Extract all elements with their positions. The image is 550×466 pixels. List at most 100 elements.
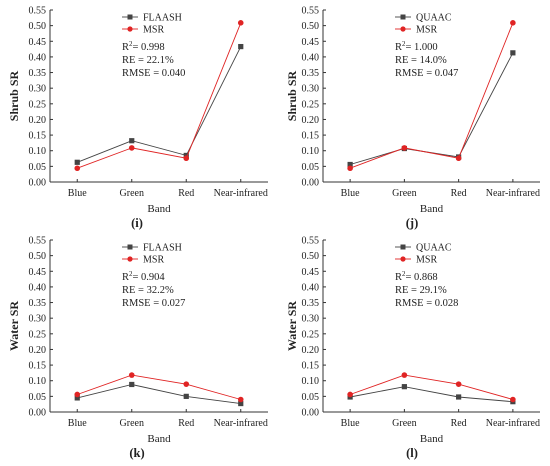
legend-label: MSR — [143, 255, 164, 266]
data-point-msr — [455, 155, 462, 162]
legend-marker — [127, 256, 133, 262]
x-tick-label: Green — [120, 418, 144, 429]
y-tick-label: 0.55 — [302, 6, 320, 17]
x-axis-label: Band — [420, 433, 444, 445]
data-point-flaash — [74, 159, 80, 165]
y-tick-label: 0.05 — [302, 392, 320, 403]
rmse-stat: RMSE = 0.047 — [395, 68, 458, 79]
chart-panel: 0.00 0.05 0.10 0.15 0.20 0.25 0.30 0.35 0.40 0.45… — [7, 236, 268, 460]
y-tick-label: 0.00 — [302, 408, 320, 419]
legend-marker — [400, 14, 406, 20]
y-tick-label: 0.50 — [302, 21, 320, 32]
data-point-msr — [401, 372, 408, 378]
x-tick-label: Red — [178, 188, 194, 199]
y-tick-label: 0.10 — [302, 376, 320, 387]
data-point-msr — [347, 391, 353, 398]
panel-label: (k) — [129, 446, 144, 460]
y-tick-label: 0.25 — [302, 99, 320, 110]
legend-label: MSR — [143, 25, 164, 36]
rmse-stat: RMSE = 0.027 — [122, 298, 185, 309]
y-tick-label: 0.35 — [29, 68, 47, 79]
series-line-flaash — [77, 46, 242, 163]
x-tick-label: Near-infrared — [214, 418, 268, 429]
data-point-msr — [455, 381, 462, 387]
y-tick-label: 0.10 — [29, 146, 47, 157]
y-tick-label: 0.15 — [29, 131, 47, 142]
panel-label: (j) — [406, 216, 419, 230]
y-tick-label: 0.10 — [29, 376, 47, 387]
x-tick-label: Red — [451, 418, 467, 429]
y-tick-label: 0.40 — [302, 52, 320, 63]
y-tick-label: 0.55 — [302, 236, 320, 247]
x-tick-label: Red — [178, 418, 194, 429]
x-axis-label: Band — [147, 433, 171, 445]
data-point-msr — [128, 372, 135, 378]
y-tick-label: 0.45 — [302, 37, 320, 48]
r2-stat: R2= 0.904 — [122, 270, 165, 283]
data-point-msr — [237, 396, 244, 403]
y-axis-label: Water SR — [7, 301, 21, 351]
y-tick-label: 0.30 — [29, 84, 47, 95]
y-tick-label: 0.40 — [29, 282, 47, 293]
y-tick-label: 0.05 — [302, 162, 320, 173]
series-line-msr — [77, 22, 242, 169]
r2-stat: R2= 1.000 — [395, 40, 438, 53]
y-tick-label: 0.55 — [29, 236, 47, 247]
y-tick-label: 0.00 — [29, 178, 47, 189]
x-tick-label: Red — [451, 188, 467, 199]
legend-label: MSR — [416, 255, 437, 266]
data-point-msr — [237, 20, 244, 26]
data-point-flaash — [74, 395, 80, 401]
y-tick-label: 0.15 — [29, 361, 47, 372]
r2-stat: R2= 0.998 — [122, 40, 165, 53]
y-tick-label: 0.50 — [302, 251, 320, 262]
y-tick-label: 0.30 — [29, 314, 47, 325]
x-tick-label: Near-infrared — [214, 188, 268, 199]
y-tick-label: 0.50 — [29, 251, 47, 262]
y-tick-label: 0.20 — [29, 115, 47, 126]
data-point-msr — [183, 381, 190, 387]
y-tick-label: 0.35 — [302, 298, 320, 309]
y-tick-label: 0.35 — [302, 68, 320, 79]
y-tick-label: 0.00 — [302, 178, 320, 189]
legend-label: QUAAC — [416, 243, 452, 254]
re-stat: RE = 32.2% — [122, 285, 174, 296]
y-tick-label: 0.05 — [29, 162, 47, 173]
panel-label: (l) — [406, 446, 418, 460]
legend-label: MSR — [416, 25, 437, 36]
x-tick-label: Blue — [341, 418, 360, 429]
legend-marker — [127, 244, 133, 250]
y-tick-label: 0.25 — [29, 99, 47, 110]
rmse-stat: RMSE = 0.040 — [122, 68, 185, 79]
y-tick-label: 0.55 — [29, 6, 47, 17]
data-point-flaash — [129, 138, 135, 144]
data-point-msr — [74, 391, 81, 398]
data-point-msr — [510, 396, 516, 403]
data-point-msr — [183, 155, 190, 162]
legend-label: FLAASH — [143, 243, 182, 254]
y-axis-label: Water SR — [285, 301, 299, 351]
legend-label: QUAAC — [416, 13, 452, 24]
x-tick-label: Near-infrared — [486, 418, 540, 429]
series-line-msr — [349, 374, 514, 400]
legend-marker — [400, 244, 406, 250]
data-point-flaash — [183, 393, 189, 399]
y-tick-label: 0.30 — [302, 84, 320, 95]
x-axis-label: Band — [147, 203, 171, 215]
r2-stat: R2= 0.868 — [395, 270, 438, 283]
data-point-quaac — [401, 384, 407, 390]
legend-marker — [127, 14, 133, 20]
x-tick-label: Blue — [68, 418, 87, 429]
y-tick-label: 0.20 — [29, 345, 47, 356]
data-point-flaash — [238, 43, 244, 50]
x-tick-label: Green — [120, 188, 144, 199]
legend-marker — [400, 26, 406, 32]
y-axis-label: Shrub SR — [285, 70, 299, 121]
y-tick-label: 0.05 — [29, 392, 47, 403]
y-tick-label: 0.20 — [302, 115, 320, 126]
legend-marker — [127, 26, 133, 32]
data-point-msr — [74, 165, 81, 172]
series-line-msr — [349, 22, 514, 169]
y-tick-label: 0.50 — [29, 21, 47, 32]
